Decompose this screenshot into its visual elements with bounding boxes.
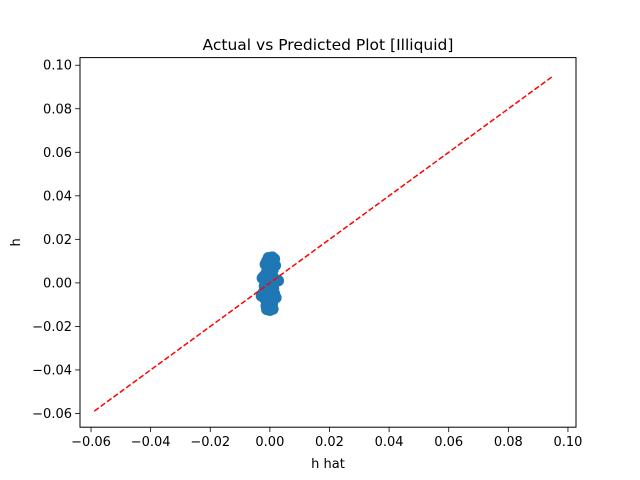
chart-title: Actual vs Predicted Plot [Illiquid] [203,36,454,54]
x-tick-label-4: 0.02 [315,435,344,450]
x-tick-label-3: 0.00 [255,435,284,450]
x-tick-label-0: −0.06 [71,435,111,450]
y-tick-label-1: −0.04 [32,363,72,378]
y-tick-label-6: 0.06 [43,146,72,161]
x-tick-label-1: −0.04 [131,435,171,450]
y-tick-label-2: −0.02 [32,320,72,335]
scatter-point-42 [264,304,276,316]
y-tick-label-4: 0.02 [43,233,72,248]
y-axis: −0.06 −0.04 −0.02 0.00 0.02 0.04 0.06 0.08 0.10 [32,59,80,422]
y-tick-label-0: −0.06 [32,407,72,422]
x-tick-label-5: 0.04 [375,435,404,450]
y-tick-label-5: 0.04 [43,189,72,204]
y-axis-label: h [9,238,24,246]
y-tick-label-8: 0.10 [43,59,72,74]
x-tick-label-8: 0.10 [553,435,582,450]
x-tick-label-6: 0.06 [434,435,463,450]
y-tick-label-7: 0.08 [43,102,72,117]
x-axis-label: h hat [311,457,345,472]
x-tick-label-7: 0.08 [494,435,523,450]
plot-area [93,75,553,412]
y-tick-label-3: 0.00 [43,276,72,291]
axes-frame [79,57,577,428]
x-axis: −0.06 −0.04 −0.02 0.00 0.02 0.04 0.06 0.08 0.10 [71,427,582,450]
x-tick-label-2: −0.02 [190,435,230,450]
